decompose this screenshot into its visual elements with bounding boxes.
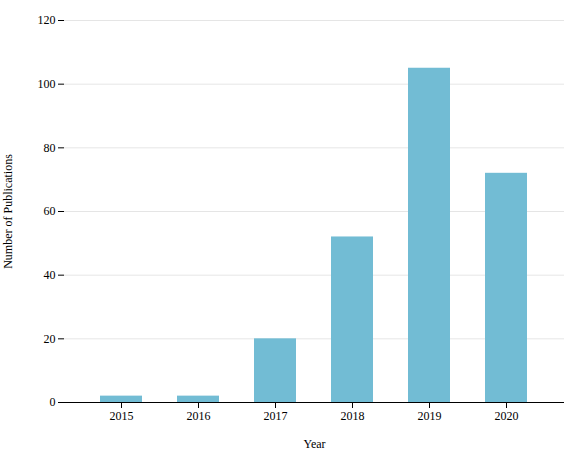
svg-text:2016: 2016 bbox=[187, 409, 211, 423]
svg-text:2017: 2017 bbox=[264, 409, 288, 423]
svg-text:100: 100 bbox=[38, 77, 56, 91]
svg-text:2019: 2019 bbox=[418, 409, 442, 423]
svg-text:60: 60 bbox=[44, 204, 56, 218]
svg-text:40: 40 bbox=[44, 268, 56, 282]
svg-text:2020: 2020 bbox=[495, 409, 519, 423]
svg-text:120: 120 bbox=[38, 13, 56, 27]
svg-text:0: 0 bbox=[50, 395, 56, 409]
svg-text:Number of Publications: Number of Publications bbox=[1, 154, 15, 269]
svg-text:20: 20 bbox=[44, 332, 56, 346]
svg-text:2015: 2015 bbox=[110, 409, 134, 423]
svg-text:Year: Year bbox=[303, 437, 325, 451]
svg-text:2018: 2018 bbox=[341, 409, 365, 423]
svg-text:80: 80 bbox=[44, 141, 56, 155]
